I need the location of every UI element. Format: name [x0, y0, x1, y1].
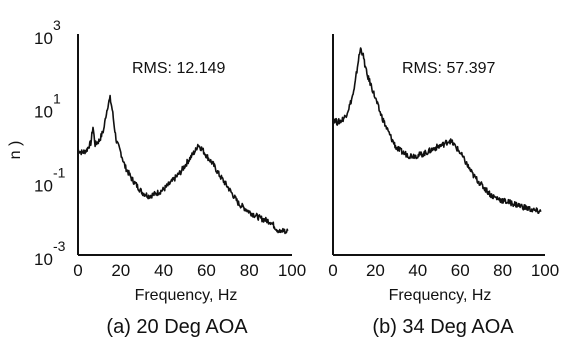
y-tick-label: 10-1 — [34, 164, 66, 195]
x-tick-label: 0 — [328, 261, 337, 280]
annotation-rms-b: RMS: 57.397 — [402, 60, 495, 77]
x-tick-labels-b: 0 20 40 60 80 100 — [328, 261, 559, 280]
svg-text:1: 1 — [53, 91, 61, 107]
x-tick-label: 40 — [408, 261, 427, 280]
caption-b: (b) 34 Deg AOA — [372, 316, 514, 338]
data-line-group-b — [332, 47, 542, 214]
x-tick-label: 80 — [493, 261, 512, 280]
data-line-group-a — [77, 94, 289, 235]
x-tick-label: 60 — [197, 261, 216, 280]
svg-text:3: 3 — [53, 17, 61, 33]
x-tick-label: 80 — [240, 261, 259, 280]
svg-text:10: 10 — [34, 103, 53, 122]
y-tick-label: 101 — [34, 91, 61, 122]
plot-frame-a — [77, 34, 292, 256]
series-line-b — [332, 47, 542, 214]
x-tick-labels-a: 0 20 40 60 80 100 — [73, 261, 306, 280]
x-tick-label: 20 — [366, 261, 385, 280]
caption-a: (a) 20 Deg AOA — [106, 316, 248, 338]
x-tick-label: 20 — [111, 261, 130, 280]
annotation-rms-a: RMS: 12.149 — [132, 60, 225, 77]
x-tick-label: 100 — [531, 261, 559, 280]
x-tick-label: 0 — [73, 261, 82, 280]
x-tick-label: 60 — [451, 261, 470, 280]
series-line-a — [77, 94, 289, 235]
y-tick-label: 10-3 — [34, 238, 66, 269]
y-axis-label-a: n ) — [7, 141, 24, 160]
svg-text:-3: -3 — [53, 238, 66, 254]
x-axis-label-b: Frequency, Hz — [389, 287, 492, 304]
y-tick-label: 103 — [34, 17, 61, 48]
x-tick-label: 100 — [278, 261, 306, 280]
svg-text:10: 10 — [34, 250, 53, 269]
x-tick-label: 40 — [154, 261, 173, 280]
svg-text:-1: -1 — [53, 164, 66, 180]
svg-text:10: 10 — [34, 176, 53, 195]
x-axis-label-a: Frequency, Hz — [135, 287, 238, 304]
plot-frame-b — [332, 34, 545, 256]
chart-panel-b: 0 20 40 60 80 100 RMS: 57.397 Frequency, Hz (… — [328, 34, 559, 338]
svg-text:10: 10 — [34, 29, 53, 48]
